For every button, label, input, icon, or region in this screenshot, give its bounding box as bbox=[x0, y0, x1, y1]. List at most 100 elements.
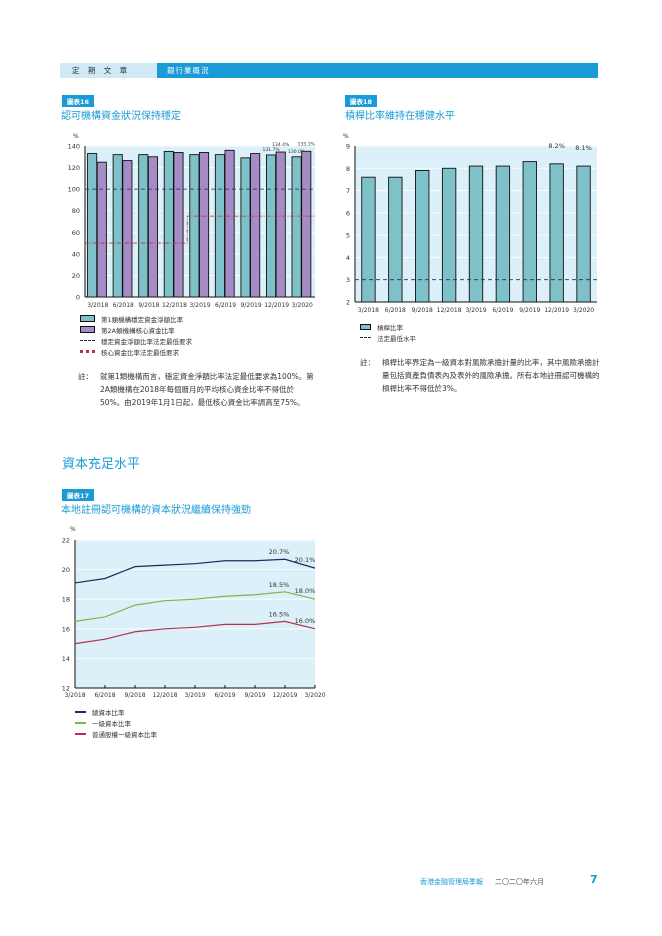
chart16-legend: 第1類機構穩定資金淨額比率 第2A類機構核心資金比率 穩定資金淨額比率法定最低要… bbox=[80, 313, 192, 357]
footer: 香港金融管理局季報 二〇二〇年六月 bbox=[420, 877, 556, 887]
x-tick-label: 3/2019 bbox=[465, 307, 486, 314]
data-label: 131.7% bbox=[262, 147, 280, 153]
chart16-tag: 圖表16 bbox=[62, 95, 95, 107]
y-tick-label: 4 bbox=[346, 254, 350, 262]
y-tick-label: 9 bbox=[346, 143, 350, 151]
bar bbox=[441, 167, 457, 303]
y-tick-label: 2 bbox=[346, 299, 350, 307]
y-tick-label: 80 bbox=[72, 207, 80, 215]
data-label: 20.1% bbox=[295, 556, 316, 564]
legend-item: 總資本比率 bbox=[75, 706, 157, 717]
bar bbox=[275, 151, 286, 298]
x-tick-label: 12/2019 bbox=[264, 302, 289, 309]
x-tick-label: 3/2018 bbox=[358, 307, 379, 314]
data-label: 130.0% bbox=[288, 149, 306, 155]
x-tick-label: 12/2018 bbox=[162, 302, 187, 309]
y-tick-label: 7 bbox=[346, 187, 350, 195]
bar bbox=[122, 160, 133, 298]
legend-swatch bbox=[75, 732, 86, 735]
x-tick-label: 3/2019 bbox=[184, 692, 205, 699]
page-number: 7 bbox=[590, 873, 598, 886]
legend-item: 普通股權一級資本比率 bbox=[75, 728, 157, 739]
bar bbox=[224, 149, 235, 298]
chart16-title: 認可機構資金狀況保持穩定 bbox=[61, 111, 181, 122]
x-tick-label: 9/2018 bbox=[412, 307, 433, 314]
x-tick-label: 9/2018 bbox=[124, 692, 145, 699]
y-tick-label: 3 bbox=[346, 276, 350, 284]
x-tick-label: 9/2019 bbox=[244, 692, 265, 699]
data-label: 16.5% bbox=[269, 610, 290, 618]
data-label: 134.4% bbox=[272, 142, 290, 148]
bar bbox=[495, 165, 511, 303]
y-tick-label: 120 bbox=[68, 164, 80, 172]
legend-swatch bbox=[80, 350, 95, 353]
reference-line bbox=[85, 215, 315, 244]
header-chapter: 銀行業概況 bbox=[157, 63, 598, 78]
legend-item: 法定最低水平 bbox=[360, 332, 416, 343]
bar bbox=[240, 157, 251, 298]
x-tick-label: 3/2020 bbox=[292, 302, 313, 309]
y-tick-label: 12 bbox=[62, 685, 70, 693]
series-line bbox=[74, 620, 316, 645]
x-tick-label: 3/2019 bbox=[189, 302, 210, 309]
y-tick-label: 0 bbox=[76, 294, 80, 302]
bar bbox=[468, 165, 484, 303]
legend-item: 核心資金比率法定最低要求 bbox=[80, 346, 192, 357]
data-label: 16.0% bbox=[295, 617, 316, 625]
x-tick-label: 6/2019 bbox=[215, 302, 236, 309]
y-tick-label: 40 bbox=[72, 250, 80, 258]
y-axis-unit: % bbox=[73, 133, 79, 140]
y-tick-label: 20 bbox=[62, 566, 70, 574]
legend-item: 穩定資金淨額比率法定最低要求 bbox=[80, 335, 192, 346]
chart17-title: 本地註冊認可機構的資本狀況繼續保持強勁 bbox=[61, 505, 251, 516]
chart18-note: 註： 槓桿比率界定為一級資本對風險承擔計量的比率，其中風險承擔計量包括資產負債表內… bbox=[360, 358, 600, 393]
data-label: 18.0% bbox=[295, 587, 316, 595]
bar bbox=[361, 176, 376, 303]
x-tick-label: 9/2019 bbox=[519, 307, 540, 314]
legend-swatch bbox=[80, 340, 95, 341]
x-tick-label: 12/2018 bbox=[437, 307, 462, 314]
bar bbox=[415, 170, 430, 303]
y-axis-unit: % bbox=[343, 133, 349, 140]
legend-swatch bbox=[75, 710, 86, 713]
bar bbox=[265, 154, 277, 298]
x-tick-label: 6/2019 bbox=[492, 307, 513, 314]
y-tick-label: 6 bbox=[346, 209, 350, 217]
bar bbox=[522, 161, 537, 303]
y-tick-label: 22 bbox=[62, 537, 70, 545]
y-tick-label: 5 bbox=[346, 232, 350, 240]
legend-item: 一級資本比率 bbox=[75, 717, 157, 728]
y-tick-label: 14 bbox=[62, 655, 70, 663]
header-section: 定 期 文 章 bbox=[60, 63, 157, 78]
bar bbox=[301, 150, 312, 298]
legend-item: 第2A類機構核心資金比率 bbox=[80, 324, 192, 335]
bar bbox=[214, 154, 225, 298]
legend-swatch bbox=[80, 326, 95, 333]
legend-item: 第1類機構穩定資金淨額比率 bbox=[80, 313, 192, 324]
chart18: 2 3 4 5 6 7 8 9% 3/2018 6/2018 9/2018 12/2018 3/2019… bbox=[343, 133, 597, 314]
x-tick-label: 6/2018 bbox=[94, 692, 115, 699]
series-line bbox=[74, 558, 316, 584]
bar bbox=[388, 176, 403, 303]
plot-background bbox=[75, 540, 315, 688]
chart17-tag: 圖表17 bbox=[62, 489, 95, 501]
chart16-note: 註： 就第1類機構而言，穩定資金淨額比率法定最低要求為100%。第2A類機構在20… bbox=[78, 372, 314, 407]
bar bbox=[138, 154, 149, 298]
chart18-tag: 圖表18 bbox=[345, 95, 378, 107]
bar bbox=[163, 150, 174, 298]
data-label: 8.2% bbox=[548, 142, 565, 150]
chart17: 12 14 16 18 20 22% 3/2018 6/2018 9/2018 12/2018 3/… bbox=[62, 526, 326, 699]
y-tick-label: 60 bbox=[72, 229, 80, 237]
section-title: 資本充足水平 bbox=[62, 457, 141, 472]
bar bbox=[112, 154, 123, 298]
footer-publication: 香港金融管理局季報 bbox=[420, 878, 483, 886]
y-tick-label: 100 bbox=[68, 186, 80, 194]
x-tick-label: 3/2018 bbox=[64, 692, 85, 699]
y-tick-label: 18 bbox=[62, 596, 70, 604]
legend-swatch bbox=[75, 721, 86, 724]
legend-swatch bbox=[360, 323, 371, 330]
x-tick-label: 6/2019 bbox=[214, 692, 235, 699]
x-tick-label: 6/2018 bbox=[385, 307, 406, 314]
chart18-title: 槓桿比率維持在穩健水平 bbox=[345, 111, 455, 122]
